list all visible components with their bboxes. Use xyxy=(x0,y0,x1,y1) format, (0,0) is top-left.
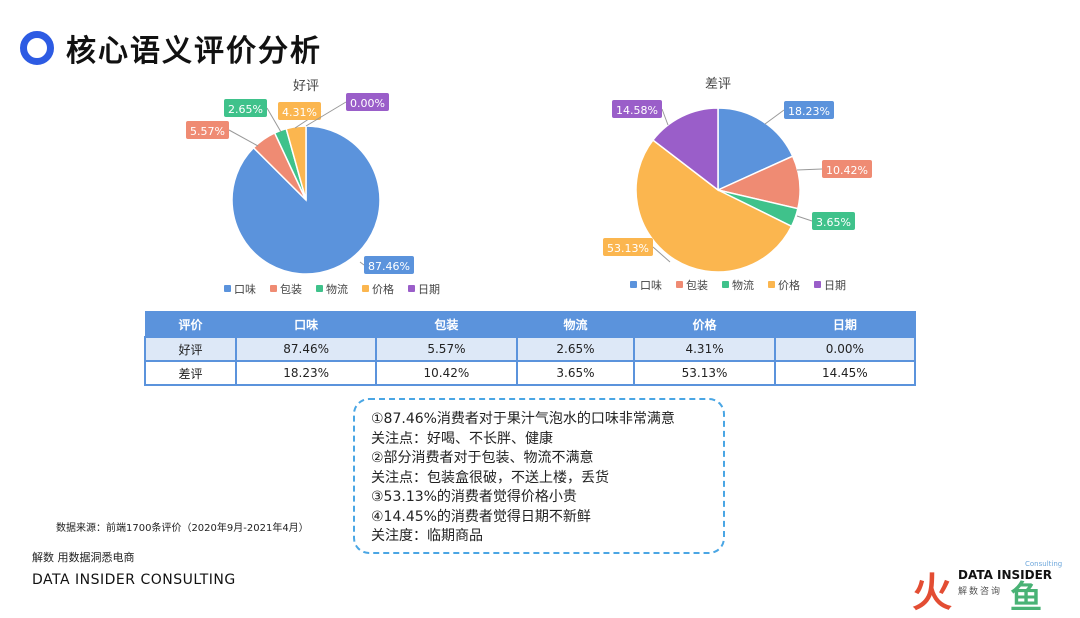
table-cell: 10.42% xyxy=(375,360,518,386)
leader-line xyxy=(228,129,259,147)
pie-slice xyxy=(231,125,381,275)
table-cell: 好评 xyxy=(144,336,237,362)
legend-swatch xyxy=(408,285,415,292)
legend-item: 物流 xyxy=(326,282,348,296)
data-label-bg xyxy=(612,100,662,118)
footer-company: DATA INSIDER CONSULTING xyxy=(32,572,236,588)
table-header: 包装 xyxy=(375,311,518,338)
data-label: 53.13% xyxy=(607,242,649,255)
pie-charts: 好评 87.46% 5.57%2.65% 4.31% 0.00% 口味 包装 物流 价格 日期 差评… xyxy=(186,77,872,296)
legend-item: 包装 xyxy=(686,279,708,292)
insight-line: ③53.13%的消费者觉得价格小贵 xyxy=(371,489,577,505)
table-cell: 53.13% xyxy=(633,360,776,386)
table-header: 口味 xyxy=(235,311,377,338)
leader-line xyxy=(359,261,365,266)
table-cell: 5.57% xyxy=(375,336,518,362)
legend-item: 口味 xyxy=(640,279,662,292)
footer-tagline: 解数 用数据洞悉电商 xyxy=(32,551,135,564)
legend-item: 价格 xyxy=(778,278,800,292)
table-cell: 3.65% xyxy=(515,360,636,386)
data-label-bg xyxy=(364,256,414,274)
data-label: 10.42% xyxy=(826,164,868,177)
table-header: 日期 xyxy=(774,311,916,338)
leader-line xyxy=(305,101,347,127)
legend-swatch xyxy=(316,285,323,292)
source-note: 数据来源：前端1700条评价（2020年9月-2021年4月） xyxy=(56,523,309,534)
ring-icon xyxy=(20,31,54,65)
legend-swatch xyxy=(362,285,369,292)
table-header: 价格 xyxy=(633,311,776,338)
pie-slice xyxy=(717,107,794,192)
data-label-bg xyxy=(603,238,653,256)
pie-slice xyxy=(651,107,719,192)
pie-slice xyxy=(285,125,307,201)
legend-item: 物流 xyxy=(732,278,754,292)
legend-item: 日期 xyxy=(418,283,440,296)
table-header: 物流 xyxy=(516,311,635,338)
leader-line xyxy=(266,107,282,133)
table-cell: 0.00% xyxy=(773,336,917,362)
brand-mark: 火 xyxy=(912,570,952,616)
pie-title: 好评 xyxy=(293,79,319,94)
data-label: 18.23% xyxy=(788,105,830,118)
insight-line: ④14.45%的消费者觉得日期不新鲜 xyxy=(371,508,591,525)
data-label: 0.00% xyxy=(350,97,385,110)
data-label-bg xyxy=(186,121,229,139)
pie-slice xyxy=(635,139,793,273)
leader-line xyxy=(796,168,823,171)
leader-line xyxy=(796,215,813,222)
table-row: 差评 18.23% 10.42% 3.65% 53.13% 14.45% xyxy=(144,360,917,386)
table-cell: 2.65% xyxy=(515,336,636,362)
data-label: 4.31% xyxy=(282,106,317,119)
data-label-bg xyxy=(784,101,834,119)
legend-swatch xyxy=(270,285,277,292)
pie-title: 差评 xyxy=(705,77,731,92)
summary-table: 评价 口味 包装 物流 价格 日期 好评 87.46% 5.57% 2.65% … xyxy=(144,311,917,386)
data-label-bg xyxy=(224,99,267,117)
legend-swatch xyxy=(676,281,683,288)
logo-consulting: Consulting xyxy=(1025,560,1063,568)
table-header-row: 评价 口味 包装 物流 价格 日期 xyxy=(144,311,916,338)
data-label-bg xyxy=(278,102,321,120)
legend-item: 包装 xyxy=(280,283,302,296)
logo-subtext: 解数咨询 xyxy=(958,587,1003,597)
leader-line xyxy=(764,109,785,125)
insight-box: ①87.46%消费者对于果汁气泡水的口味非常满意 关注点：好喝、不长胖、健康 ②… xyxy=(353,398,725,554)
table-cell: 4.31% xyxy=(633,336,776,362)
data-label-bg xyxy=(812,212,855,230)
legend-item: 日期 xyxy=(824,279,846,292)
insight-line: ①87.46%消费者对于果汁气泡水的口味非常满意 xyxy=(371,411,675,427)
insight-line: 关注度：临期商品 xyxy=(371,528,483,544)
table-cell: 差评 xyxy=(144,360,237,386)
legend-swatch xyxy=(630,281,637,288)
legend-item: 价格 xyxy=(372,282,394,296)
insight-line: ②部分消费者对于包装、物流不满意 xyxy=(371,450,594,466)
table-cell: 18.23% xyxy=(234,360,378,386)
insight-line: 关注点：包装盒很破，不送上楼，丢货 xyxy=(371,469,609,486)
data-label: 5.57% xyxy=(190,125,225,138)
table-cell: 87.46% xyxy=(234,336,378,362)
legend-swatch xyxy=(224,285,231,292)
data-label: 14.58% xyxy=(616,104,658,117)
table-header: 评价 xyxy=(144,311,237,338)
insight-line: 关注点：好喝、不长胖、健康 xyxy=(371,430,553,447)
leader-line xyxy=(661,108,669,126)
legend-swatch xyxy=(814,281,821,288)
data-label: 87.46% xyxy=(368,260,410,273)
table-cell: 14.45% xyxy=(773,360,917,386)
legend-item: 口味 xyxy=(234,283,256,296)
logo-text: DATA INSIDER xyxy=(958,568,1053,582)
leader-line xyxy=(652,246,671,263)
data-label: 2.65% xyxy=(228,103,263,116)
title-block: 核心语义评价分析 xyxy=(20,26,322,70)
page-title: 核心语义评价分析 xyxy=(66,34,322,69)
table-row: 好评 87.46% 5.57% 2.65% 4.31% 0.00% xyxy=(144,336,917,362)
legend-swatch xyxy=(768,281,775,288)
legend-swatch xyxy=(722,281,729,288)
data-label-bg xyxy=(346,93,389,111)
data-label-bg xyxy=(822,160,872,178)
data-label: 3.65% xyxy=(816,216,851,229)
